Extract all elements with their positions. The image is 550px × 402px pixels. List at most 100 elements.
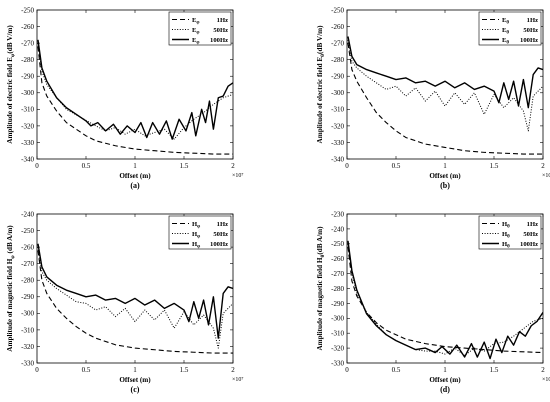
legend-label-1hz: Hθ [502,221,511,230]
x-tick-label: 1.5 [490,366,499,374]
series-line-100hz [347,36,543,109]
legend-spacer [200,221,202,228]
legend-frequency: 50Hz [523,231,538,238]
y-tick-label: -260 [331,23,344,31]
legend-symbol: H [192,221,198,228]
legend-frequency: 50Hz [213,231,228,238]
x-axis-label: Offset (m) [119,376,151,384]
y-axis-label: Amplitude of magnetic field Hφ (dB A/m) [6,225,16,352]
legend-spacer [200,241,202,248]
legend-spacer [510,221,512,228]
x-tick-label: 2 [231,366,235,374]
legend-label-50hz: Eφ [192,27,201,36]
panel-label: (d) [440,385,450,394]
x-exponent-label: ×10⁷ [542,377,550,383]
y-axis-label: Amplitude of magnetic field Hθ(dB A/m) [316,226,326,351]
x-tick-label: 2 [231,162,235,170]
y-tick-label: -320 [21,343,34,351]
legend-symbol: H [502,231,508,238]
series-line-1hz [37,250,233,354]
y-tick-label: -310 [331,106,344,114]
y-tick-label: -270 [331,270,344,278]
series-line-100hz [347,240,543,360]
y-tick-label: -330 [21,139,34,147]
y-tick-label: -290 [331,300,344,308]
legend-label-100hz: Eθ [502,37,511,46]
legend-symbol: H [192,241,198,248]
legend: Eθ 1Hz Eθ 50Hz Eθ 100Hz [478,11,542,46]
y-tick-label: -340 [331,155,344,163]
x-tick-label: 1 [133,162,137,170]
y-axis-label-sub: θ [320,255,326,258]
legend-spacer [200,27,202,34]
legend-subscript: θ [507,245,510,250]
legend-spacer [509,37,511,44]
legend-label-50hz: Hφ [192,231,202,240]
legend-label-50hz: Eθ [502,27,511,36]
legend-spacer [509,17,511,24]
x-tick-label: 0.5 [82,366,91,374]
x-tick-label: 1.5 [180,162,189,170]
y-axis-label-unit: (dB V/m) [6,25,14,54]
x-tick-label: 0 [345,162,349,170]
y-tick-label: -330 [331,359,344,367]
legend-symbol: E [192,37,197,44]
x-exponent-label: ×10⁷ [232,173,243,179]
y-axis-label-unit: (dB A/m) [316,226,324,255]
legend-frequency: 100Hz [520,37,538,44]
y-tick-label: -250 [331,6,344,14]
legend-frequency: 100Hz [210,241,228,248]
y-tick-label: -300 [331,315,344,323]
legend-spacer [510,231,512,238]
legend-subscript: θ [506,41,509,46]
legend-frequency: 1Hz [527,17,538,24]
x-tick-label: 0.5 [392,366,401,374]
panel-label: (c) [131,385,140,394]
legend-frequency: 1Hz [217,221,228,228]
y-tick-label: -270 [21,260,34,268]
x-tick-label: 2 [541,162,545,170]
legend-spacer [200,37,202,44]
legend-subscript: θ [506,21,509,26]
y-tick-label: -240 [331,225,344,233]
legend-label-1hz: Eφ [192,17,201,26]
y-tick-label: -310 [21,106,34,114]
series-line-50hz [37,43,233,140]
x-tick-label: 0.5 [82,162,91,170]
x-axis-label: Offset (m) [429,376,461,384]
legend-subscript: θ [507,225,510,230]
legend-label-50hz: Hθ [502,231,511,240]
legend-frequency: 1Hz [217,17,228,24]
y-tick-label: -330 [21,359,34,367]
chart-panel-4: 0 0.5 1 1.5 2 -330 -320 -310 -300 -290 -280 -270 -26… [316,210,550,394]
legend-subscript: φ [197,235,200,240]
y-tick-label: -290 [21,73,34,81]
y-axis-label-sub: θ [320,54,326,57]
y-tick-label: -260 [331,255,344,263]
x-exponent-label: ×10⁷ [232,377,243,383]
legend-spacer [509,27,511,34]
y-axis-label-unit: (dB A/m) [6,225,14,256]
legend-frequency: 50Hz [213,27,228,34]
legend-symbol: H [502,241,508,248]
x-tick-label: 1 [443,366,447,374]
legend-label-100hz: Eφ [192,37,201,46]
legend-symbol: H [192,231,198,238]
legend-label-100hz: Hφ [192,241,202,250]
legend-symbol: E [502,27,507,34]
series-line-100hz [37,39,233,140]
y-tick-label: -270 [331,40,344,48]
x-tick-label: 2 [541,366,545,374]
legend-symbol: E [502,17,507,24]
series-line-1hz [37,46,233,155]
series-line-1hz [347,246,543,354]
series-line-1hz [347,43,543,155]
panel-label: (a) [130,181,140,190]
y-tick-label: -230 [331,210,344,218]
chart-panel-3: 0 0.5 1 1.5 2 -330 -320 -310 -300 -290 -280 -270 -26… [6,210,243,394]
y-tick-label: -250 [21,6,34,14]
y-axis-label-unit: (dB V/m) [316,25,324,54]
y-axis-label-sub: φ [10,53,16,57]
y-tick-label: -240 [21,210,34,218]
